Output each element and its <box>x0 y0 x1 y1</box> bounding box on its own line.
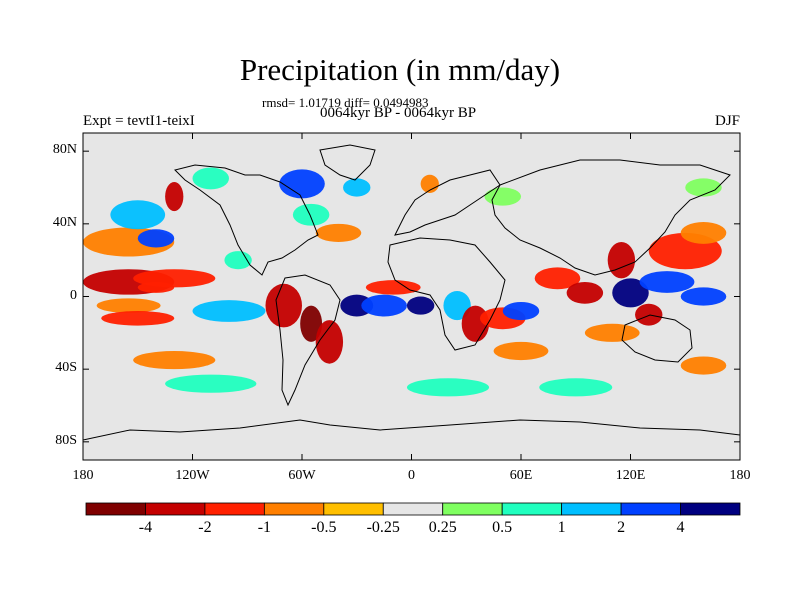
coast-africa <box>387 237 506 351</box>
coast-australia <box>621 314 693 363</box>
x-tick-label: 180 <box>729 468 751 483</box>
x-axis <box>82 133 741 460</box>
field-blob <box>96 298 161 313</box>
colorbar-label: 4 <box>676 519 685 536</box>
field-blob <box>484 187 521 206</box>
colorbar-swatch <box>145 502 206 516</box>
colorbar-swatch <box>263 502 325 516</box>
field-blob <box>584 323 640 342</box>
colorbar-swatch <box>561 502 622 516</box>
season-label: DJF <box>714 113 740 129</box>
field-blob <box>133 351 216 370</box>
x-tick-label: 60E <box>509 468 533 483</box>
colorbar-swatch <box>442 502 503 516</box>
subtitle: 0064kyr BP - 0064kyr BP <box>320 105 477 121</box>
y-tick-label: 0 <box>70 287 77 303</box>
field-blob <box>279 169 325 199</box>
field-blob <box>406 378 490 397</box>
precipitation-field <box>83 167 727 397</box>
field-blob <box>566 281 604 304</box>
colorbar-label: 0.5 <box>492 519 513 536</box>
field-blob <box>165 374 257 393</box>
colorbar-swatch <box>85 502 146 516</box>
field-blob <box>192 167 229 190</box>
field-blob <box>137 229 175 248</box>
experiment-label: Expt = tevtI1-teixI <box>83 113 195 129</box>
field-blob <box>685 178 722 197</box>
colorbar-label: -4 <box>138 519 153 536</box>
y-tick-label: 40N <box>52 214 77 230</box>
field-blob <box>534 267 581 290</box>
chart-title: Precipitation (in mm/day) <box>239 52 561 87</box>
field-blob <box>680 287 727 306</box>
field-blob <box>343 178 371 197</box>
colorbar-label: -0.25 <box>366 519 400 536</box>
colorbar-label: -0.5 <box>311 519 337 536</box>
coastlines <box>83 144 740 441</box>
colorbar <box>85 502 741 516</box>
colorbar-label: 0.25 <box>428 519 457 536</box>
field-blob <box>315 320 344 364</box>
colorbar-swatch <box>501 502 563 516</box>
field-blob <box>639 271 695 293</box>
field-blob <box>315 223 362 243</box>
field-blob <box>680 222 727 244</box>
field-blob <box>607 241 636 279</box>
field-blob <box>224 251 252 270</box>
field-blob <box>635 303 663 326</box>
y-tick-label: 40S <box>55 360 77 376</box>
field-blob <box>110 200 166 230</box>
colorbar-label: -1 <box>257 519 272 536</box>
field-blob <box>292 203 330 226</box>
field-blob <box>300 305 323 342</box>
field-blob <box>165 182 184 212</box>
y-tick-label: 80N <box>52 142 77 158</box>
coast-greenland <box>319 144 376 181</box>
field-blob <box>612 278 649 308</box>
field-blob <box>265 283 302 328</box>
coast-asia <box>491 159 731 276</box>
colorbar-swatch <box>204 502 265 516</box>
field-blob <box>443 291 471 321</box>
x-tick-label: 0 <box>408 468 415 483</box>
x-tick-label: 120E <box>615 468 646 483</box>
coast-antarctica <box>83 419 740 441</box>
field-blob <box>192 300 266 322</box>
field-blob <box>133 269 216 288</box>
field-blob <box>365 280 421 295</box>
colorbar-swatch <box>323 502 384 516</box>
field-blob <box>101 311 175 326</box>
field-blob <box>361 294 407 317</box>
x-tick-label: 60W <box>288 468 316 483</box>
y-tick-label: 80S <box>55 432 77 448</box>
colorbar-swatch <box>680 502 741 516</box>
field-blob <box>502 301 540 321</box>
field-blob <box>680 356 727 375</box>
colorbar-label: 2 <box>617 519 626 536</box>
x-tick-label: 180 <box>72 468 94 483</box>
y-axis <box>83 150 740 443</box>
field-blob <box>406 296 435 315</box>
stats-line: rmsd= 1.01719 diff= 0.0494983 <box>262 95 429 110</box>
coast-south-america <box>275 274 341 407</box>
coast-north-america <box>174 164 319 276</box>
colorbar-swatch <box>382 502 444 516</box>
colorbar-label: 1 <box>557 519 566 536</box>
x-tick-label: 120W <box>175 468 210 483</box>
colorbar-label: -2 <box>198 519 212 536</box>
field-blob <box>539 378 613 397</box>
colorbar-swatch <box>620 502 681 516</box>
field-blob <box>420 174 439 193</box>
field-blob <box>493 341 549 361</box>
